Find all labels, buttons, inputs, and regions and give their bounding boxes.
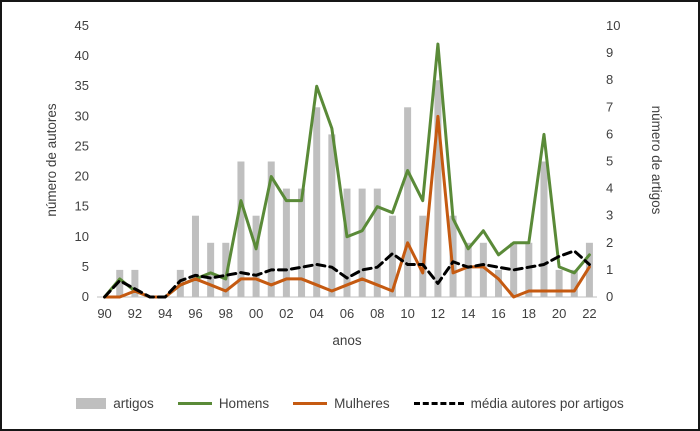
svg-text:14: 14 bbox=[461, 306, 475, 321]
legend-swatch-media bbox=[413, 402, 464, 405]
svg-text:98: 98 bbox=[219, 306, 233, 321]
svg-text:9: 9 bbox=[606, 45, 613, 60]
legend-swatch-homens bbox=[177, 402, 212, 405]
svg-text:04: 04 bbox=[309, 306, 323, 321]
svg-text:3: 3 bbox=[606, 208, 613, 223]
svg-text:20: 20 bbox=[552, 306, 566, 321]
svg-text:1: 1 bbox=[606, 262, 613, 277]
svg-text:35: 35 bbox=[75, 78, 89, 93]
svg-text:06: 06 bbox=[340, 306, 354, 321]
svg-text:90: 90 bbox=[97, 306, 111, 321]
legend: artigos Homens Mulheres média autores po… bbox=[2, 396, 698, 411]
legend-label-media: média autores por artigos bbox=[470, 396, 624, 411]
svg-text:10: 10 bbox=[400, 306, 414, 321]
svg-text:25: 25 bbox=[75, 138, 89, 153]
legend-swatch-artigos bbox=[76, 398, 107, 409]
svg-text:5: 5 bbox=[606, 154, 613, 169]
svg-text:5: 5 bbox=[82, 259, 89, 274]
svg-text:6: 6 bbox=[606, 126, 613, 141]
legend-swatch-mulheres bbox=[293, 402, 328, 405]
legend-label-homens: Homens bbox=[218, 396, 270, 411]
svg-text:40: 40 bbox=[75, 48, 89, 63]
left-axis-title: número de autores bbox=[44, 103, 59, 217]
svg-text:10: 10 bbox=[75, 229, 89, 244]
svg-text:12: 12 bbox=[431, 306, 445, 321]
x-axis-title: anos bbox=[332, 333, 362, 348]
svg-text:18: 18 bbox=[522, 306, 536, 321]
svg-text:94: 94 bbox=[158, 306, 172, 321]
svg-text:22: 22 bbox=[582, 306, 596, 321]
legend-item-homens: Homens bbox=[177, 396, 270, 411]
svg-text:96: 96 bbox=[188, 306, 202, 321]
svg-text:02: 02 bbox=[279, 306, 293, 321]
legend-item-artigos: artigos bbox=[76, 396, 154, 411]
legend-label-artigos: artigos bbox=[113, 396, 154, 411]
svg-text:10: 10 bbox=[606, 18, 620, 33]
legend-item-media: média autores por artigos bbox=[413, 396, 624, 411]
svg-text:4: 4 bbox=[606, 181, 613, 196]
svg-text:0: 0 bbox=[606, 289, 613, 304]
legend-label-mulheres: Mulheres bbox=[334, 396, 390, 411]
svg-text:45: 45 bbox=[75, 18, 89, 33]
svg-text:0: 0 bbox=[82, 289, 89, 304]
svg-text:08: 08 bbox=[370, 306, 384, 321]
svg-text:8: 8 bbox=[606, 72, 613, 87]
svg-text:20: 20 bbox=[75, 169, 89, 184]
svg-text:7: 7 bbox=[606, 99, 613, 114]
svg-text:92: 92 bbox=[128, 306, 142, 321]
svg-text:15: 15 bbox=[75, 199, 89, 214]
svg-text:16: 16 bbox=[491, 306, 505, 321]
legend-item-mulheres: Mulheres bbox=[293, 396, 390, 411]
svg-text:30: 30 bbox=[75, 108, 89, 123]
right-axis-title: número de artigos bbox=[649, 105, 664, 215]
svg-text:00: 00 bbox=[249, 306, 263, 321]
svg-text:2: 2 bbox=[606, 235, 613, 250]
